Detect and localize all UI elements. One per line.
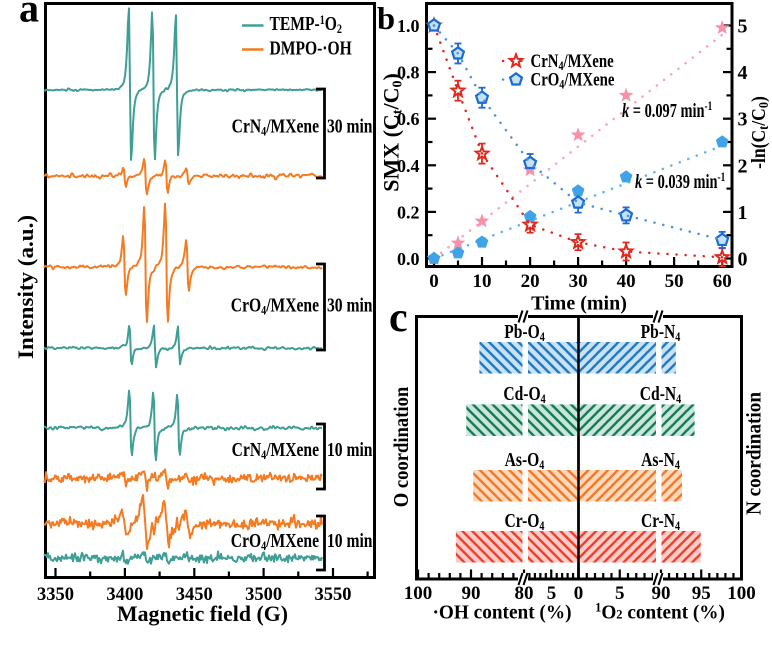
svg-text:10 min: 10 min	[327, 438, 372, 460]
svg-text:5: 5	[615, 583, 625, 604]
svg-text:k = 0.039 min-1: k = 0.039 min-1	[635, 170, 726, 193]
svg-text:5: 5	[547, 583, 557, 604]
svg-text:3450: 3450	[176, 584, 213, 605]
svg-text:10: 10	[473, 271, 492, 292]
svg-text:0.4: 0.4	[397, 156, 420, 176]
svg-text:CrN4/MXene: CrN4/MXene	[232, 438, 319, 462]
svg-text:CrO4/MXene: CrO4/MXene	[231, 529, 319, 553]
svg-text:30: 30	[569, 271, 588, 292]
svg-text:4: 4	[738, 62, 748, 84]
svg-text:0.8: 0.8	[397, 63, 420, 83]
svg-text:Cd-N4: Cd-N4	[640, 382, 682, 406]
svg-text:CrO4/MXene: CrO4/MXene	[531, 69, 615, 92]
svg-text:c: c	[389, 295, 408, 341]
svg-text:10 min: 10 min	[327, 529, 372, 551]
svg-text:20: 20	[521, 271, 540, 292]
svg-text:CrN4/MXene: CrN4/MXene	[232, 115, 319, 139]
svg-text:95: 95	[692, 583, 711, 604]
svg-text:3: 3	[738, 109, 748, 131]
svg-text:1: 1	[738, 202, 748, 224]
svg-text:30 min: 30 min	[327, 115, 372, 137]
svg-text:30 min: 30 min	[327, 294, 372, 316]
svg-text:90: 90	[462, 583, 481, 604]
svg-text:1O2 content (%): 1O2 content (%)	[595, 600, 725, 623]
svg-text:-ln(Ct/C0): -ln(Ct/C0)	[748, 96, 771, 169]
svg-text:Pb-N4: Pb-N4	[641, 320, 681, 344]
svg-text:3350: 3350	[37, 584, 74, 605]
svg-text:CrO4/MXene: CrO4/MXene	[231, 294, 319, 318]
svg-text:As-O4: As-O4	[505, 448, 545, 472]
svg-text:Intensity (a.u.): Intensity (a.u.)	[13, 215, 38, 359]
svg-text:0: 0	[429, 271, 439, 292]
svg-text:Time (min): Time (min)	[531, 293, 627, 315]
svg-text:50: 50	[665, 271, 684, 292]
svg-text:0.6: 0.6	[397, 109, 420, 129]
svg-text:3500: 3500	[245, 584, 282, 605]
svg-text:Cd-O4: Cd-O4	[503, 382, 545, 406]
svg-text:5: 5	[738, 16, 748, 38]
svg-text:100: 100	[727, 583, 756, 604]
svg-text:2: 2	[738, 155, 748, 177]
svg-text:0.0: 0.0	[397, 249, 420, 269]
svg-text:N coordination: N coordination	[742, 392, 766, 515]
svg-text:90: 90	[652, 583, 671, 604]
svg-text:1.0: 1.0	[397, 16, 420, 36]
svg-text:As-N4: As-N4	[641, 448, 680, 472]
svg-text:·OH content (%): ·OH content (%)	[433, 602, 572, 624]
svg-text:Cr-N4: Cr-N4	[641, 509, 680, 533]
svg-text:80: 80	[515, 583, 534, 604]
svg-text:0: 0	[738, 249, 748, 271]
svg-text:SMX (Ct/C0): SMX (Ct/C0)	[379, 73, 406, 192]
svg-text:Cr-O4: Cr-O4	[505, 509, 545, 533]
svg-text:DMPO-·OH: DMPO-·OH	[270, 37, 352, 59]
svg-text:b: b	[377, 0, 395, 36]
svg-text:a: a	[19, 0, 39, 31]
svg-text:100: 100	[404, 583, 433, 604]
svg-text:O coordination: O coordination	[389, 386, 413, 507]
svg-text:CrN4/MXene: CrN4/MXene	[531, 50, 615, 73]
svg-text:0: 0	[574, 583, 584, 604]
svg-text:k = 0.097 min-1: k = 0.097 min-1	[622, 99, 713, 122]
svg-text:40: 40	[617, 271, 636, 292]
svg-text:0.2: 0.2	[397, 202, 420, 222]
svg-text:Magnetic field (G): Magnetic field (G)	[117, 601, 288, 626]
svg-text:TEMP-1O2: TEMP-1O2	[270, 12, 343, 36]
svg-text:60: 60	[713, 271, 732, 292]
svg-text:3550: 3550	[315, 584, 352, 605]
svg-text:Pb-O4: Pb-O4	[504, 320, 545, 344]
svg-text:3400: 3400	[106, 584, 143, 605]
